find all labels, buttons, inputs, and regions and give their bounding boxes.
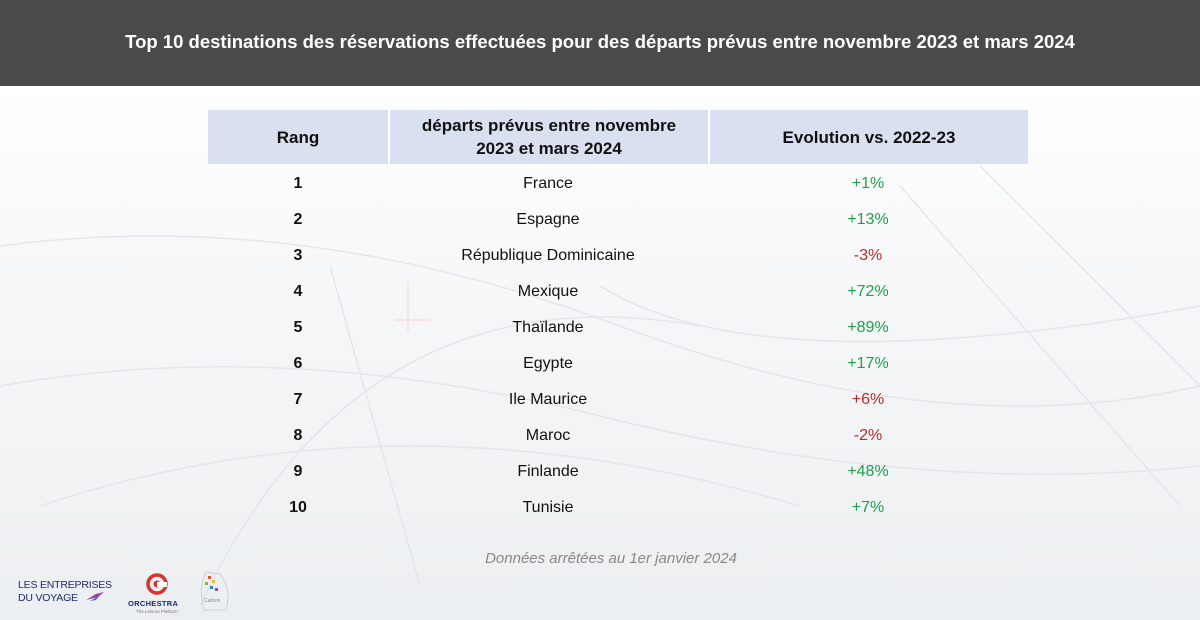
rank-cell: 8 (293, 427, 303, 444)
rank-cell: 5 (293, 319, 303, 336)
table-row: 1 France +1% (208, 166, 1028, 202)
evolution-cell: +6% (851, 391, 885, 408)
header-rang: Rang (276, 127, 320, 147)
orchestra-logo: ORCHESTRA The Leisure Platform (128, 572, 188, 620)
evolution-cell: +72% (847, 283, 889, 300)
evolution-cell: +89% (847, 319, 889, 336)
table-row: 9 Finlande +48% (208, 454, 1028, 490)
plane-arrow-icon (86, 592, 104, 601)
rank-cell: 9 (293, 463, 303, 480)
rank-cell: 3 (293, 247, 303, 264)
destination-cell: Mexique (517, 283, 579, 300)
table-row: 10 Tunisie +7% (208, 490, 1028, 526)
table-row: 8 Maroc -2% (208, 418, 1028, 454)
table-row: 4 Mexique +72% (208, 274, 1028, 310)
background-photo (0, 86, 1200, 620)
table-body: 1 France +1% 2 Espagne +13% 3 République Domini… (208, 166, 1028, 526)
evolution-cell: +1% (851, 175, 885, 192)
table-row: 3 République Dominicaine -3% (208, 238, 1028, 274)
destination-cell: Ile Maurice (508, 391, 588, 408)
destination-cell: Espagne (516, 211, 580, 228)
destination-cell: France (523, 175, 573, 192)
les-entreprises-du-voyage-logo: LES ENTREPRISES DU VOYAGE (18, 579, 112, 605)
lev-logo-line2: DU VOYAGE (18, 592, 78, 604)
rank-cell: 6 (293, 355, 303, 372)
page-title: Top 10 destinations des réservations eff… (125, 31, 1075, 52)
lev-logo-line1: LES ENTREPRISES (18, 579, 112, 591)
table-row: 2 Espagne +13% (208, 202, 1028, 238)
orchestra-name: ORCHESTRA (128, 599, 179, 608)
rank-cell: 7 (293, 391, 303, 408)
header-destination-line1: départs prévus entre novembre (421, 116, 677, 135)
destination-cell: République Dominicaine (461, 247, 635, 264)
carbon-logo-text: Carbon (204, 598, 221, 604)
title-banner: Top 10 destinations des réservations eff… (0, 0, 1200, 86)
header-destination-line2: 2023 et mars 2024 (476, 139, 622, 158)
evolution-cell: +17% (847, 355, 889, 372)
destination-cell: Finlande (517, 463, 579, 480)
evolution-cell: +48% (847, 463, 889, 480)
evolution-cell: -2% (853, 427, 883, 444)
carbon-logo: Carbon (200, 571, 229, 611)
header-evolution: Evolution vs. 2022-23 (708, 110, 1028, 164)
destination-cell: Tunisie (522, 499, 574, 516)
orchestra-mark-icon (146, 573, 168, 595)
header-destination: départs prévus entre novembre 2023 et ma… (388, 110, 708, 164)
partner-logos: LES ENTREPRISES DU VOYAGE ORCHESTRA The … (0, 560, 260, 620)
destination-cell: Thaïlande (512, 319, 584, 336)
destinations-table: Rang départs prévus entre novembre 2023 … (208, 110, 1028, 526)
evolution-cell: +7% (851, 499, 885, 516)
data-date-note: Données arrêtées au 1er janvier 2024 (485, 550, 737, 567)
evolution-cell: +13% (847, 211, 889, 228)
table-header: Rang départs prévus entre novembre 2023 … (208, 110, 1028, 164)
rank-cell: 4 (293, 283, 303, 300)
evolution-cell: -3% (853, 247, 883, 264)
table-row: 7 Ile Maurice +6% (208, 382, 1028, 418)
rank-cell: 10 (289, 499, 307, 516)
destination-cell: Maroc (525, 427, 571, 444)
rank-cell: 1 (293, 175, 303, 192)
rank-cell: 2 (293, 211, 303, 228)
orchestra-tagline: The Leisure Platform (136, 609, 178, 614)
table-row: 6 Egypte +17% (208, 346, 1028, 382)
destination-cell: Egypte (523, 355, 573, 372)
table-row: 5 Thaïlande +89% (208, 310, 1028, 346)
